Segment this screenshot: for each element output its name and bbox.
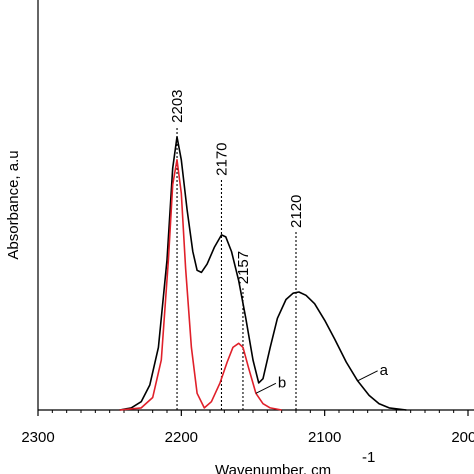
series-label-a: a xyxy=(380,362,389,379)
axes xyxy=(37,0,474,411)
peak-label-2203: 2203 xyxy=(169,89,186,122)
x-ticks: 2300 2200 2100 2000 xyxy=(21,410,474,446)
x-tick-label-2200: 2200 xyxy=(165,429,198,446)
y-axis-label: Absorbance, a.u xyxy=(5,150,22,259)
series-leader-a xyxy=(357,370,378,382)
series-leader-b xyxy=(255,382,277,394)
peak-label-2120: 2120 xyxy=(288,195,305,228)
peak-label-2170: 2170 xyxy=(213,142,230,175)
series-label-b: b xyxy=(278,374,286,391)
series-lines xyxy=(119,136,407,411)
x-axis-label-superscript: -1 xyxy=(362,449,375,466)
series-line-a xyxy=(119,136,407,411)
x-axis-label: Wavenumber, cm xyxy=(215,462,331,474)
x-tick-label-2300: 2300 xyxy=(21,429,54,446)
x-tick-label-2100: 2100 xyxy=(308,429,341,446)
peak-annotations: 2203 2170 2157 2120 xyxy=(169,89,305,410)
series-labels: ab xyxy=(255,362,389,394)
x-tick-label-2000: 2000 xyxy=(451,429,474,446)
series-line-b xyxy=(119,159,282,411)
peak-label-2157: 2157 xyxy=(235,251,252,284)
